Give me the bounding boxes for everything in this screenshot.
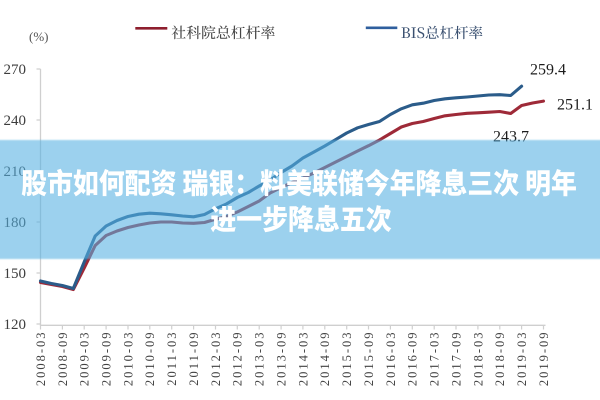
svg-text:2008-09: 2008-09 bbox=[56, 331, 70, 387]
svg-text:150: 150 bbox=[4, 266, 27, 282]
svg-text:259.4: 259.4 bbox=[530, 62, 566, 79]
svg-text:2011-03: 2011-03 bbox=[165, 331, 179, 386]
svg-text:2018-09: 2018-09 bbox=[493, 331, 507, 387]
svg-text:2014-09: 2014-09 bbox=[318, 331, 332, 387]
svg-text:240: 240 bbox=[4, 113, 27, 129]
svg-text:2009-09: 2009-09 bbox=[100, 331, 114, 387]
svg-text:2010-09: 2010-09 bbox=[143, 331, 157, 387]
svg-text:2008-03: 2008-03 bbox=[34, 331, 48, 387]
svg-text:2012-03: 2012-03 bbox=[209, 331, 223, 387]
svg-text:2016-09: 2016-09 bbox=[406, 331, 420, 387]
svg-text:2019-09: 2019-09 bbox=[537, 331, 551, 387]
svg-text:2013-03: 2013-03 bbox=[253, 331, 267, 387]
svg-text:120: 120 bbox=[4, 317, 27, 333]
svg-text:2010-03: 2010-03 bbox=[121, 331, 135, 387]
svg-text:2013-09: 2013-09 bbox=[275, 331, 289, 387]
svg-text:2015-09: 2015-09 bbox=[362, 331, 376, 387]
svg-text:2011-09: 2011-09 bbox=[187, 331, 201, 386]
svg-text:2018-03: 2018-03 bbox=[471, 331, 485, 387]
svg-text:2017-09: 2017-09 bbox=[449, 331, 463, 387]
svg-text:2015-03: 2015-03 bbox=[340, 331, 354, 387]
svg-text:2009-03: 2009-03 bbox=[78, 331, 92, 387]
svg-text:270: 270 bbox=[4, 62, 27, 78]
svg-text:2014-03: 2014-03 bbox=[296, 331, 310, 387]
svg-text:2019-03: 2019-03 bbox=[515, 331, 529, 387]
svg-text:251.1: 251.1 bbox=[557, 97, 593, 114]
svg-text:2016-03: 2016-03 bbox=[384, 331, 398, 387]
svg-text:(%): (%) bbox=[29, 29, 49, 44]
svg-text:2012-09: 2012-09 bbox=[231, 331, 245, 387]
svg-text:2017-03: 2017-03 bbox=[428, 331, 442, 387]
